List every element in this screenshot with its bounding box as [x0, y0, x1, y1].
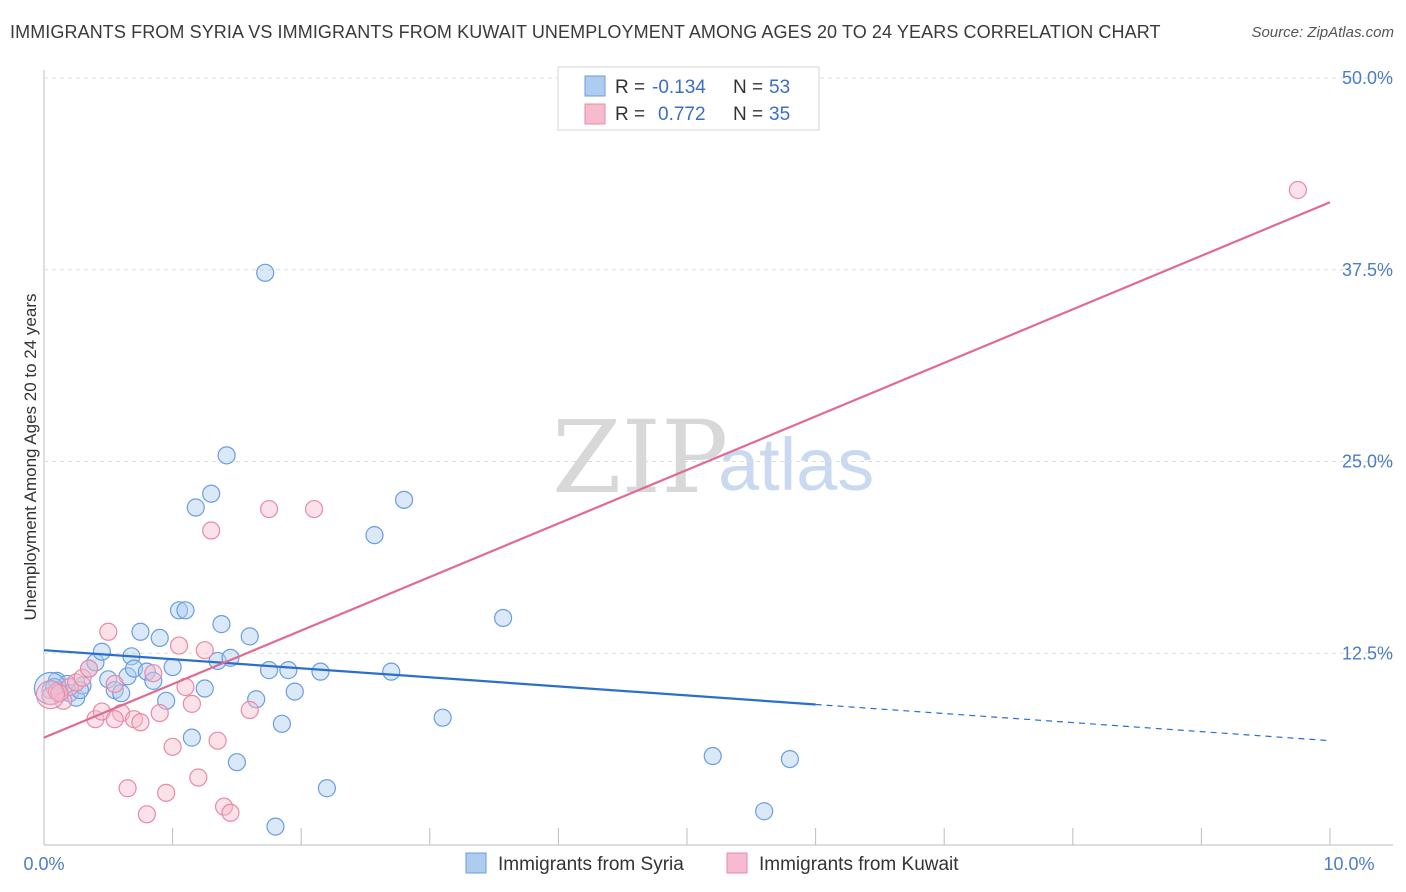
- legend-r-label-syria: R =: [615, 77, 645, 98]
- series-legend: Immigrants from Syria Immigrants from Ku…: [465, 852, 959, 875]
- x-ticks: [43, 828, 1331, 845]
- syria-point: [755, 802, 774, 821]
- bottom-legend-label-syria: Immigrants from Syria: [498, 854, 684, 875]
- syria-point: [150, 628, 169, 648]
- syria-point: [259, 661, 279, 680]
- syria-point: [247, 690, 266, 709]
- syria-trend-line-extrapolated: [815, 703, 1331, 742]
- kuwait-point: [99, 622, 118, 641]
- y-tick-label: 25.0%: [1342, 452, 1393, 472]
- legend-n-value-kuwait: 35: [769, 104, 790, 125]
- syria-point: [176, 601, 195, 620]
- syria-point: [285, 682, 304, 701]
- syria-point: [780, 749, 799, 769]
- bottom-legend-swatch-kuwait: [726, 852, 748, 874]
- legend-swatch-syria: [584, 75, 606, 97]
- syria-point: [227, 753, 246, 772]
- kuwait-point: [163, 737, 182, 756]
- syria-point: [272, 714, 292, 733]
- syria-point: [131, 622, 150, 641]
- syria-point: [317, 779, 337, 798]
- syria-point: [266, 817, 285, 836]
- kuwait-point: [105, 674, 124, 694]
- legend-swatch-kuwait: [584, 103, 606, 125]
- legend-r-value-kuwait: 0.772: [658, 104, 706, 125]
- syria-point: [311, 662, 330, 681]
- stats-legend: R = -0.134 N = 53 R = 0.772 N = 35: [557, 66, 820, 131]
- kuwait-point: [195, 641, 214, 660]
- syria-point: [279, 661, 298, 680]
- watermark-zip: ZIP: [552, 399, 728, 516]
- kuwait-point: [202, 521, 221, 540]
- syria-point: [256, 263, 275, 282]
- syria-point: [137, 662, 156, 681]
- kuwait-point: [157, 783, 176, 802]
- syria-point: [169, 601, 189, 620]
- syria-point: [365, 526, 384, 545]
- syria-point: [92, 642, 111, 661]
- legend-n-value-syria: 53: [769, 77, 790, 98]
- y-tick-label: 37.5%: [1342, 260, 1393, 280]
- syria-trend-line: [43, 649, 816, 706]
- trend-lines: [43, 201, 1331, 742]
- chart-title: IMMIGRANTS FROM SYRIA VS IMMIGRANTS FROM…: [10, 22, 1161, 42]
- y-axis-label: Unemployment Among Ages 20 to 24 years: [21, 294, 40, 621]
- x-tick-label-max: 10.0%: [1323, 854, 1374, 874]
- kuwait-point: [73, 668, 92, 687]
- gridlines: [44, 77, 1393, 654]
- kuwait-point: [259, 499, 279, 519]
- kuwait-point: [105, 710, 124, 729]
- syria-point: [202, 484, 221, 503]
- syria-point: [182, 728, 201, 747]
- x-tick-label-min: 0.0%: [23, 854, 64, 874]
- kuwait-point: [189, 768, 208, 787]
- syria-point: [433, 708, 452, 727]
- kuwait-point: [144, 664, 163, 683]
- kuwait-point: [60, 677, 79, 697]
- syria-point: [112, 684, 131, 703]
- kuwait-point: [1288, 180, 1307, 200]
- source-label: Source: ZipAtlas.com: [1251, 24, 1394, 41]
- syria-point: [217, 446, 236, 465]
- kuwait-point: [304, 499, 324, 519]
- kuwait-point: [182, 694, 201, 713]
- legend-n-label-syria: N =: [733, 77, 763, 98]
- syria-point: [99, 670, 118, 689]
- kuwait-point: [131, 713, 150, 732]
- kuwait-point: [221, 803, 240, 822]
- kuwait-point: [67, 673, 86, 692]
- syria-point: [163, 657, 182, 677]
- kuwait-point: [169, 636, 189, 655]
- syria-point: [195, 679, 214, 698]
- syria-point: [382, 662, 401, 681]
- syria-point: [144, 671, 163, 690]
- kuwait-point: [137, 805, 156, 824]
- syria-point: [240, 627, 259, 646]
- kuwait-point: [208, 731, 227, 750]
- syria-points: [33, 263, 799, 836]
- bottom-legend-label-kuwait: Immigrants from Kuwait: [759, 854, 959, 875]
- syria-point: [703, 746, 722, 766]
- kuwait-points: [35, 180, 1307, 824]
- kuwait-trend-line: [43, 201, 1331, 739]
- syria-point: [494, 608, 513, 628]
- kuwait-point-cluster: [35, 680, 66, 710]
- y-tick-label: 12.5%: [1342, 643, 1393, 663]
- y-tick-label: 50.0%: [1342, 68, 1393, 88]
- kuwait-point: [240, 700, 259, 720]
- legend-r-value-syria: -0.134: [652, 77, 706, 98]
- legend-n-label-kuwait: N =: [733, 104, 763, 125]
- syria-point: [186, 498, 205, 517]
- bottom-legend-swatch-syria: [465, 852, 487, 874]
- syria-point: [212, 615, 231, 634]
- y-tick-labels: 12.5% 25.0% 37.5% 50.0%: [1342, 68, 1393, 663]
- watermark-atlas: atlas: [718, 423, 874, 506]
- legend-r-label-kuwait: R =: [615, 104, 645, 125]
- kuwait-point: [150, 703, 169, 723]
- kuwait-point: [118, 779, 137, 798]
- syria-point: [394, 490, 414, 509]
- kuwait-point: [79, 659, 99, 678]
